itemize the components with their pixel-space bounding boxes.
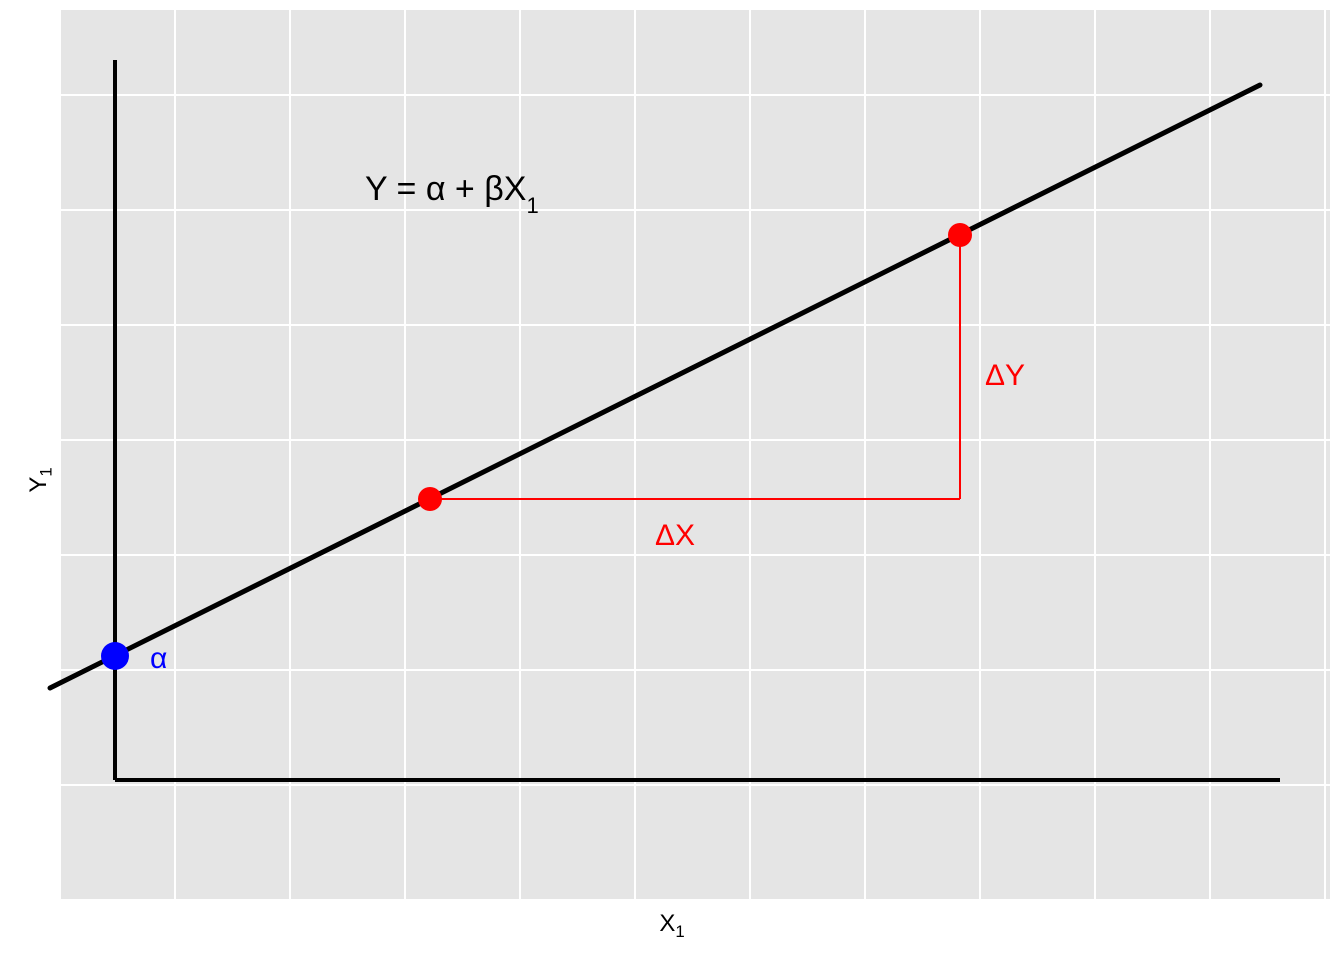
ylabel-sub: 1	[37, 467, 56, 476]
regression-diagram: αΔXΔYY = α + βX1 Y1 X1	[0, 0, 1344, 960]
chart-canvas: αΔXΔYY = α + βX1	[0, 0, 1344, 960]
xlabel-main: X	[659, 910, 675, 937]
delta-y-label: ΔY	[985, 359, 1025, 392]
ylabel-main: Y	[25, 477, 52, 493]
xlabel-sub: 1	[675, 922, 684, 941]
alpha-label: α	[150, 642, 167, 675]
x-axis-label: X1	[659, 910, 684, 942]
p1	[418, 487, 442, 511]
delta-x-label: ΔX	[655, 519, 695, 552]
y-axis-label: Y1	[25, 467, 57, 492]
alpha-point	[101, 642, 129, 670]
p2	[948, 223, 972, 247]
